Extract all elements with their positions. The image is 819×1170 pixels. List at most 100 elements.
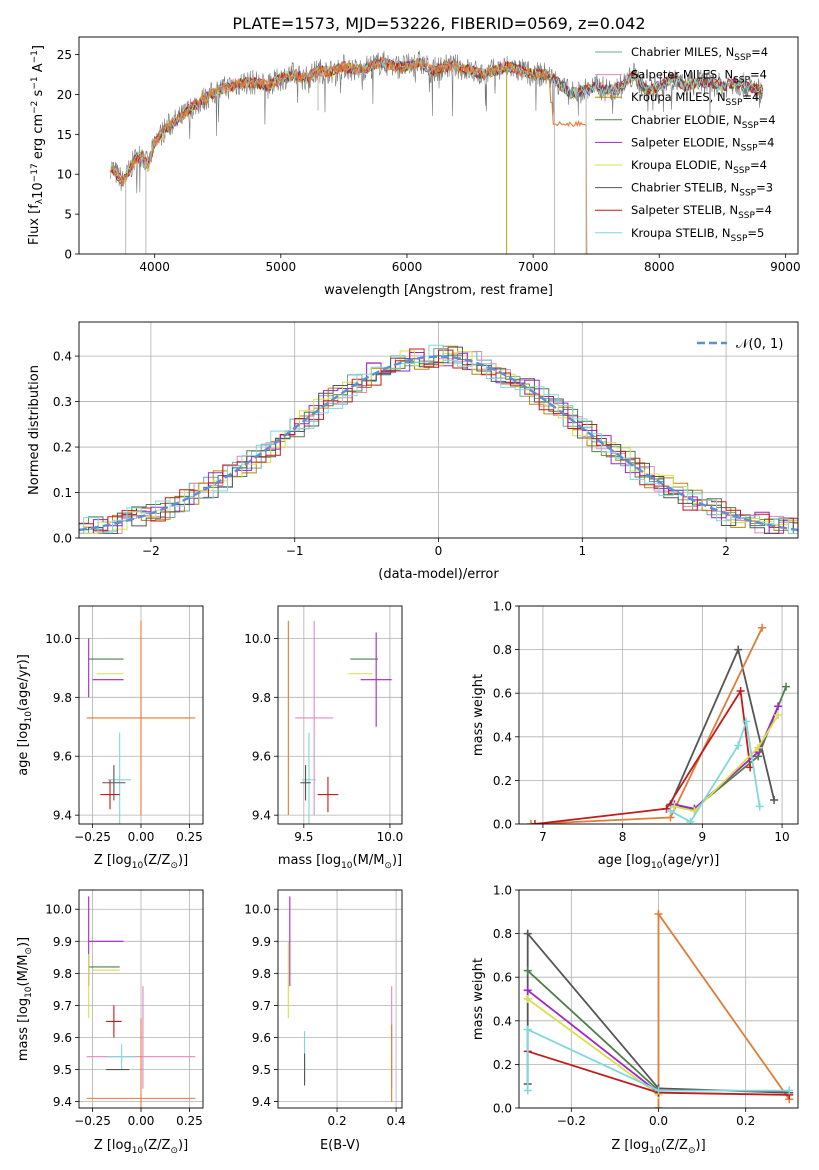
x-tick-label: 0.25 bbox=[176, 1114, 203, 1128]
y-tick-label: 9.5 bbox=[252, 1063, 271, 1077]
weight-marker bbox=[758, 623, 767, 632]
y-tick-label: 10.0 bbox=[45, 903, 72, 917]
legend-label: Kroupa ELODIE, NSSP=4 bbox=[631, 158, 767, 176]
weight-marker bbox=[755, 802, 764, 811]
label-part: ⊙ bbox=[24, 947, 34, 955]
axes-mass_weight_vs_Z: −0.2 0.0 0.2 0.0 0.2 0.4 0.6 0.8 1.0 Z [log10(Z/Z… bbox=[471, 884, 799, 1156]
plot-area bbox=[79, 344, 798, 534]
x-tick-label: 1 bbox=[578, 544, 586, 558]
histogram-step bbox=[79, 348, 798, 534]
label-part: Kroupa MILES, N bbox=[631, 90, 726, 104]
label-part: (Z/Z bbox=[661, 1138, 688, 1153]
axes-mass_vs_Z: −0.25 0.00 0.25 9.4 9.5 9.6 9.7 9.8 9.9 10.0 Z [lo… bbox=[16, 889, 204, 1156]
label-part: SSP bbox=[731, 234, 748, 244]
label-part: SSP bbox=[726, 98, 743, 108]
label-part: SSP bbox=[733, 76, 750, 86]
y-tick-label: 0.4 bbox=[493, 1014, 512, 1028]
weight-marker bbox=[774, 702, 783, 711]
weight-marker bbox=[782, 682, 791, 691]
y-tick-label: 9.7 bbox=[53, 999, 72, 1013]
y-axis-label: age [log10(age/yr)] bbox=[16, 654, 34, 776]
label-part: SSP bbox=[742, 121, 759, 131]
label-part: 10 bbox=[651, 861, 663, 871]
legend-label: 𝒩(0, 1) bbox=[736, 337, 783, 352]
label-part: ⊙ bbox=[688, 1146, 696, 1156]
weight-line bbox=[527, 989, 660, 1094]
y-tick-label: 9.9 bbox=[252, 935, 271, 949]
weight-marker bbox=[670, 802, 679, 811]
y-tick-label: 9.4 bbox=[252, 809, 271, 823]
label-part: Salpeter MILES, N bbox=[631, 68, 733, 82]
histogram-step bbox=[79, 354, 798, 534]
axes-frame bbox=[518, 889, 799, 1109]
weight-marker bbox=[754, 743, 763, 752]
x-tick-label: 10.0 bbox=[377, 830, 404, 844]
label-part: SSP bbox=[741, 143, 758, 153]
axes-age_vs_Z: −0.25 0.00 0.259.49.69.810.0Z [log10(Z/Z⊙)… bbox=[16, 605, 204, 871]
y-tick-label: 0.6 bbox=[493, 687, 512, 701]
plot-area bbox=[110, 50, 764, 254]
y-tick-label: 1.0 bbox=[493, 600, 512, 614]
axes-frame bbox=[78, 605, 204, 825]
y-tick-label: 9.6 bbox=[53, 750, 72, 764]
label-part: 10 bbox=[24, 711, 34, 723]
label-part: =4 bbox=[758, 135, 775, 149]
weight-line bbox=[674, 705, 779, 810]
label-part: (age/yr)] bbox=[16, 654, 31, 711]
plot-area bbox=[287, 620, 392, 824]
label-part: λ bbox=[35, 198, 45, 204]
label-part: A bbox=[31, 63, 46, 76]
weight-marker bbox=[654, 1086, 663, 1095]
y-tick-label: 9.4 bbox=[53, 1095, 72, 1109]
y-tick-label: 9.6 bbox=[53, 1031, 72, 1045]
label-part: Flux [f bbox=[27, 204, 42, 245]
label-part: )] bbox=[178, 853, 188, 868]
x-tick-label: 2 bbox=[722, 544, 730, 558]
histogram-step bbox=[79, 344, 798, 534]
weight-marker bbox=[523, 966, 532, 975]
weight-marker bbox=[736, 687, 745, 696]
legend-label: Chabrier STELIB, NSSP=3 bbox=[631, 181, 773, 199]
x-tick-label: 6000 bbox=[392, 260, 423, 274]
weight-line bbox=[674, 714, 779, 812]
y-tick-label: 9.6 bbox=[252, 750, 271, 764]
x-tick-label: 8000 bbox=[644, 260, 675, 274]
weight-marker bbox=[774, 711, 783, 719]
y-tick-label: 9.9 bbox=[53, 935, 72, 949]
weight-marker bbox=[686, 817, 695, 824]
x-tick-label: 9.5 bbox=[294, 830, 313, 844]
label-part: SSP bbox=[733, 166, 750, 176]
y-tick-label: 0.2 bbox=[493, 774, 512, 788]
weight-marker bbox=[530, 820, 539, 824]
x-axis-label: Z [log10(Z/Z⊙)] bbox=[611, 1138, 705, 1156]
label-part: )] bbox=[696, 1138, 706, 1153]
y-tick-label: 0.0 bbox=[493, 818, 512, 832]
label-part: Chabrier MILES, N bbox=[631, 45, 734, 59]
x-tick-label: 0.00 bbox=[128, 830, 155, 844]
y-tick-label: 0.0 bbox=[53, 532, 72, 546]
x-tick-label: 10 bbox=[774, 830, 789, 844]
label-part: SSP bbox=[734, 53, 751, 63]
y-tick-label: 9.7 bbox=[252, 999, 271, 1013]
legend-label: Kroupa MILES, NSSP=4 bbox=[631, 90, 759, 108]
label-part: Z [log bbox=[611, 1138, 649, 1153]
y-tick-label: 0.3 bbox=[53, 395, 72, 409]
axes-mass_vs_EBV: 0.2 0.4 9.4 9.5 9.6 9.7 9.8 9.9 10.0 E(B-V) bbox=[244, 889, 406, 1153]
weight-marker bbox=[770, 796, 779, 805]
y-tick-label: 0.4 bbox=[53, 350, 72, 364]
y-tick-label: 15 bbox=[57, 128, 72, 142]
y-tick-label: 9.8 bbox=[252, 967, 271, 981]
label-part: 10 bbox=[649, 1146, 661, 1156]
normal-curve bbox=[79, 355, 798, 532]
label-part: erg cm bbox=[31, 114, 46, 163]
weight-line bbox=[534, 688, 752, 824]
axes-residuals: −2 −1 0 1 2 0.0 0.1 0.2 0.3 0.4 𝒩(0, 1) (data-model… bbox=[27, 321, 799, 582]
plot-area bbox=[287, 896, 393, 1102]
x-tick-label: −0.25 bbox=[74, 1114, 111, 1128]
x-tick-label: 4000 bbox=[139, 260, 170, 274]
x-tick-label: 9000 bbox=[770, 260, 801, 274]
y-tick-label: 9.4 bbox=[53, 809, 72, 823]
weight-marker bbox=[734, 741, 743, 750]
x-tick-label: −1 bbox=[286, 544, 304, 558]
